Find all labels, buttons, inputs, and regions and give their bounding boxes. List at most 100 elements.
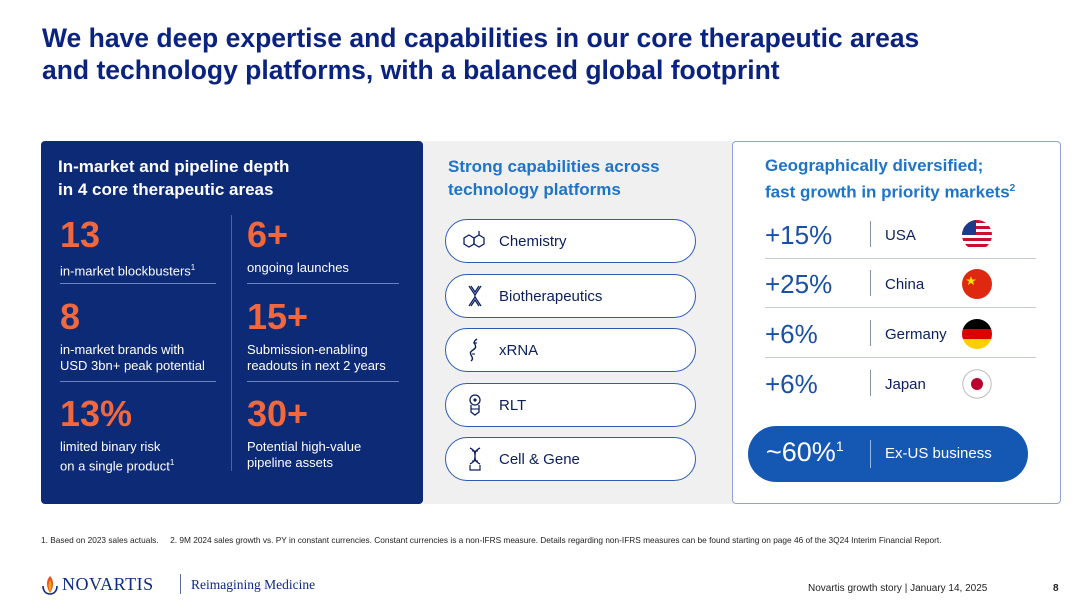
usa-flag-icon	[962, 220, 992, 250]
footnote-marker: 1	[169, 458, 175, 467]
stat-label-line1: Potential high-value	[247, 439, 362, 454]
stat-label: ongoing launches	[247, 260, 349, 275]
pipeline-heading: In-market and pipeline depth in 4 core t…	[58, 155, 408, 201]
stat-blockbusters: 13 in-market blockbusters1	[60, 215, 195, 279]
page-number: 8	[1053, 583, 1059, 594]
stat-value: 30+	[247, 393, 309, 434]
separator	[870, 370, 871, 396]
stat-value: 13	[60, 214, 101, 255]
separator	[870, 320, 871, 346]
geography-heading: Geographically diversified; fast growth …	[765, 154, 1055, 204]
pipeline-heading-line1: In-market and pipeline depth	[58, 157, 290, 176]
geography-heading-line2: fast growth in priority markets2	[765, 177, 1055, 204]
divider	[247, 283, 399, 284]
platforms-heading-line2: technology platforms	[448, 180, 621, 199]
stat-label-text: on a single product	[60, 458, 170, 474]
country-name: China	[885, 276, 925, 293]
separator	[870, 221, 871, 247]
stat-label: Submission-enabling readouts in next 2 y…	[247, 342, 386, 374]
footnote-marker: 1	[835, 438, 844, 454]
stat-label-line1: Submission-enabling	[247, 342, 368, 357]
antibody-icon	[468, 285, 482, 307]
stat-label-line2: on a single product1	[60, 455, 174, 474]
stat-readouts: 15+ Submission-enabling readouts in next…	[247, 297, 386, 374]
geo-row-china: +25% China	[765, 261, 1035, 311]
stat-pipeline-assets: 30+ Potential high-value pipeline assets	[247, 394, 361, 471]
stat-launches: 6+ ongoing launches	[247, 215, 349, 276]
platform-label: Biotherapeutics	[499, 288, 603, 305]
country-name: Japan	[885, 376, 926, 393]
geography-heading-line1: Geographically diversified;	[765, 156, 984, 175]
divider	[60, 283, 216, 284]
stat-label-line2: pipeline assets	[247, 455, 333, 470]
stat-value: 6+	[247, 214, 289, 255]
stat-value: 15+	[247, 296, 309, 337]
footnote-marker: 1	[190, 263, 196, 272]
country-name: USA	[885, 227, 916, 244]
brand-tagline: Reimagining Medicine	[191, 577, 316, 592]
geo-row-usa: +15% USA	[765, 212, 1035, 262]
separator	[870, 440, 871, 468]
platform-rlt: RLT	[445, 383, 696, 427]
slide-title-line1: We have deep expertise and capabilities …	[42, 23, 920, 53]
growth-value: +6%	[765, 319, 818, 349]
presentation-info: Novartis growth story | January 14, 2025	[808, 583, 988, 594]
stat-brands: 8 in-market brands with USD 3bn+ peak po…	[60, 297, 205, 374]
stat-label-line2: USD 3bn+ peak potential	[60, 358, 205, 373]
platforms-heading: Strong capabilities across technology pl…	[448, 155, 718, 201]
stat-value: 8	[60, 296, 81, 337]
geo-row-germany: +6% Germany	[765, 311, 1035, 361]
slide-title-line2: and technology platforms, with a balance…	[42, 55, 780, 85]
divider	[247, 381, 399, 382]
stat-label: limited binary risk on a single product1	[60, 439, 174, 474]
separator	[870, 270, 871, 296]
divider	[765, 258, 1036, 259]
footnote-marker: 2	[1009, 183, 1016, 194]
vertical-divider	[231, 215, 232, 471]
stat-value: 13%	[60, 393, 133, 434]
stat-label: in-market brands with USD 3bn+ peak pote…	[60, 342, 205, 374]
dna-icon	[469, 447, 481, 471]
footnotes: 1. Based on 2023 sales actuals. 2. 9M 20…	[41, 535, 942, 545]
germany-flag-icon	[962, 319, 992, 349]
platforms-heading-line1: Strong capabilities across	[448, 157, 660, 176]
stat-label-line1: limited binary risk	[60, 439, 161, 454]
geography-heading-text: fast growth in priority markets	[765, 182, 1010, 202]
chemistry-icon	[463, 231, 485, 248]
platform-label: Chemistry	[499, 233, 567, 250]
stat-label-line1: in-market brands with	[60, 342, 185, 357]
growth-value: +6%	[765, 369, 818, 399]
country-name: Germany	[885, 326, 947, 343]
brand-name: NOVARTIS	[62, 574, 154, 594]
growth-value: +25%	[765, 269, 833, 299]
platform-xrna: xRNA	[445, 328, 696, 372]
china-flag-icon	[962, 269, 992, 299]
stat-label: in-market blockbusters1	[60, 260, 195, 279]
stat-binary-risk: 13% limited binary risk on a single prod…	[60, 394, 174, 474]
ex-us-business-pill: ~60%1 Ex-US business	[748, 426, 1028, 482]
slide-title: We have deep expertise and capabilities …	[42, 22, 1042, 86]
pipeline-panel: In-market and pipeline depth in 4 core t…	[41, 141, 423, 504]
geo-row-japan: +6% Japan	[765, 361, 1035, 411]
stat-label-line2: readouts in next 2 years	[247, 358, 386, 373]
platform-label: Cell & Gene	[499, 451, 580, 468]
rna-strand-icon	[469, 338, 478, 362]
novartis-flame-icon	[42, 576, 58, 595]
platform-cell-gene: Cell & Gene	[445, 437, 696, 481]
growth-value: +15%	[765, 220, 833, 250]
separator	[180, 574, 181, 594]
platform-biotherapeutics: Biotherapeutics	[445, 274, 696, 318]
geography-panel: Geographically diversified; fast growth …	[732, 141, 1061, 504]
platforms-panel: Strong capabilities across technology pl…	[423, 141, 733, 504]
radioligand-icon	[469, 394, 481, 416]
ex-us-value: ~60%1	[766, 437, 844, 468]
stat-label: Potential high-value pipeline assets	[247, 439, 361, 471]
japan-flag-icon	[962, 369, 992, 399]
ex-us-label: Ex-US business	[885, 445, 992, 462]
divider	[765, 357, 1036, 358]
ex-us-value-text: ~60%	[766, 437, 836, 467]
pipeline-heading-line2: in 4 core therapeutic areas	[58, 180, 274, 199]
stat-label-text: in-market blockbusters	[60, 263, 191, 279]
platform-label: RLT	[499, 397, 527, 414]
platform-label: xRNA	[499, 342, 539, 359]
